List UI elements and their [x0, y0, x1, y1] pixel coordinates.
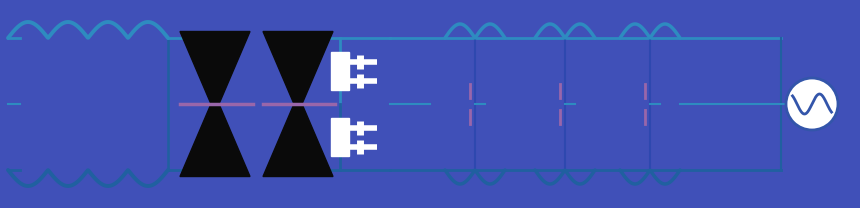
Bar	[331, 118, 349, 156]
Polygon shape	[263, 31, 333, 177]
Polygon shape	[180, 31, 250, 177]
Circle shape	[786, 78, 838, 130]
Bar	[331, 52, 349, 90]
